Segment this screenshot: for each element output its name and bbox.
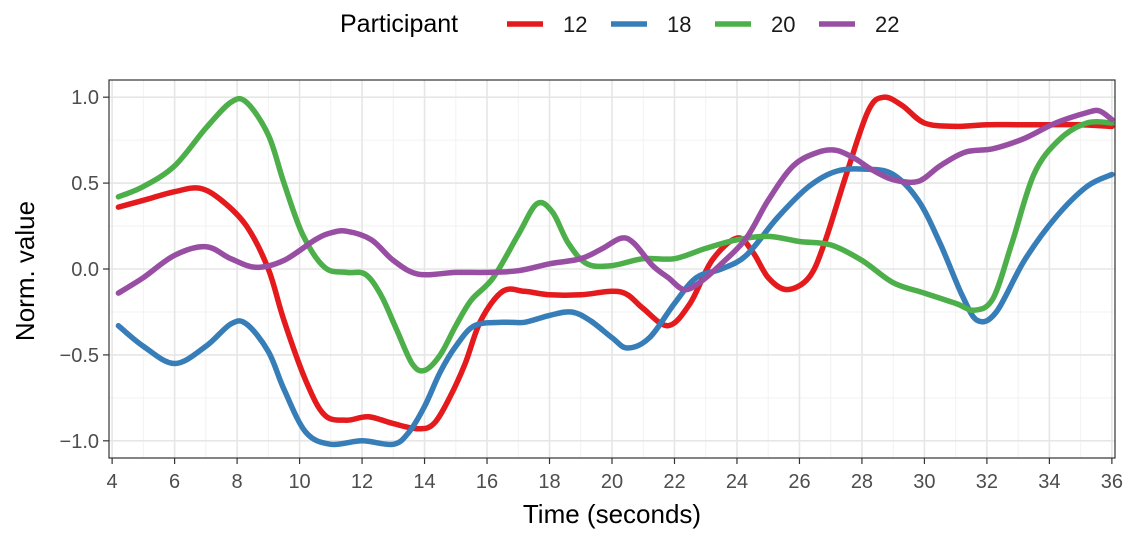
x-tick-label: 36 — [1101, 471, 1123, 493]
x-tick-label: 18 — [538, 471, 560, 493]
y-tick-label: 0.0 — [71, 259, 99, 281]
y-axis-title: Norm. value — [10, 201, 40, 341]
legend: Participant 12 18 20 22 — [340, 10, 899, 38]
x-tick-label: 28 — [851, 471, 873, 493]
x-tick-label: 4 — [107, 471, 118, 493]
x-tick-label: 6 — [169, 471, 180, 493]
y-tick-label: −1.0 — [60, 431, 99, 453]
x-tick-label: 8 — [232, 471, 243, 493]
y-axis: −1.0 −0.5 0.0 0.5 1.0 — [60, 87, 109, 453]
x-tick-label: 22 — [663, 471, 685, 493]
y-tick-label: 0.5 — [71, 173, 99, 195]
x-tick-label: 34 — [1038, 471, 1060, 493]
legend-label-18: 18 — [667, 12, 691, 37]
x-tick-label: 12 — [351, 471, 373, 493]
x-tick-label: 32 — [976, 471, 998, 493]
x-tick-label: 14 — [413, 471, 435, 493]
y-tick-label: 1.0 — [71, 87, 99, 109]
legend-title: Participant — [340, 10, 458, 38]
x-axis-title: Time (seconds) — [523, 499, 701, 529]
x-axis: 4 6 8 10 12 14 16 18 20 22 24 26 28 30 32 34 36 — [107, 458, 1123, 493]
x-tick-label: 16 — [476, 471, 498, 493]
x-tick-label: 20 — [601, 471, 623, 493]
x-tick-label: 30 — [913, 471, 935, 493]
y-tick-label: −0.5 — [60, 345, 99, 367]
x-tick-label: 10 — [288, 471, 310, 493]
x-tick-label: 24 — [726, 471, 748, 493]
legend-label-22: 22 — [875, 12, 899, 37]
legend-label-20: 20 — [771, 12, 795, 37]
legend-label-12: 12 — [563, 12, 587, 37]
x-tick-label: 26 — [788, 471, 810, 493]
